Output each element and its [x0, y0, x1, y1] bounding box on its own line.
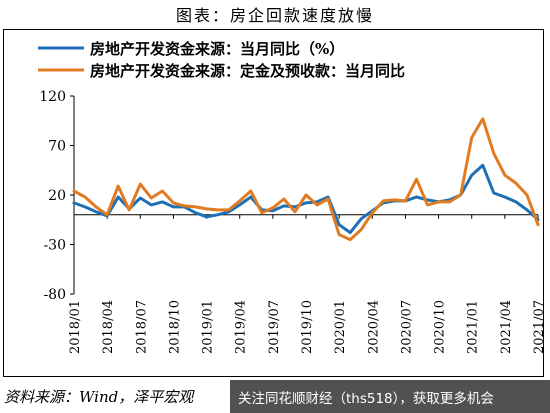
x-tick-label: 2020/07	[399, 300, 414, 354]
x-tick-label: 2018/07	[134, 300, 149, 354]
promo-overlay[interactable]: 关注同花顺财经（ths518），获取更多机会	[230, 380, 550, 413]
y-tick-label: 120	[39, 89, 66, 105]
series-line-2	[72, 117, 540, 242]
x-tick-label: 2019/04	[234, 300, 249, 354]
x-tick-label: 2021/01	[466, 300, 481, 354]
x-tick-label: 2018/04	[101, 300, 116, 354]
legend-label-2: 房地产开发资金来源：定金及预收款：当月同比	[90, 62, 405, 80]
chart-frame: 120 70 20 -30 -80 2018/01 2018/04 2018/07 2018/1…	[3, 29, 547, 377]
x-tick-label: 2020/10	[433, 300, 448, 354]
x-tick-label: 2018/01	[68, 300, 83, 354]
y-tick-label: 70	[48, 139, 66, 155]
x-tick-label: 2019/10	[300, 300, 315, 354]
x-tick-label: 2018/10	[167, 300, 182, 354]
x-tick-label: 2021/07	[532, 300, 543, 354]
x-tick-label: 2020/01	[333, 300, 348, 354]
x-tick-label: 2019/01	[201, 300, 216, 354]
promo-overlay-text: 关注同花顺财经（ths518），获取更多机会	[238, 390, 494, 407]
page-title-text: 图表：房企回款速度放慢	[175, 5, 374, 25]
y-tick-label: 20	[48, 188, 66, 204]
series-line-1	[72, 163, 540, 235]
y-tick-label: -30	[43, 238, 66, 254]
x-tick-label: 2020/04	[366, 300, 381, 354]
source-note: 资料来源：Wind，泽平宏观	[4, 388, 194, 406]
source-footer: 资料来源：Wind，泽平宏观	[0, 380, 550, 413]
x-tick-label: 2019/07	[267, 300, 282, 354]
x-tick-label: 2021/04	[499, 300, 514, 354]
legend-label-1: 房地产开发资金来源：当月同比（%）	[90, 40, 344, 58]
page-title: 图表：房企回款速度放慢	[0, 0, 550, 27]
y-tick-label: -80	[43, 287, 66, 303]
